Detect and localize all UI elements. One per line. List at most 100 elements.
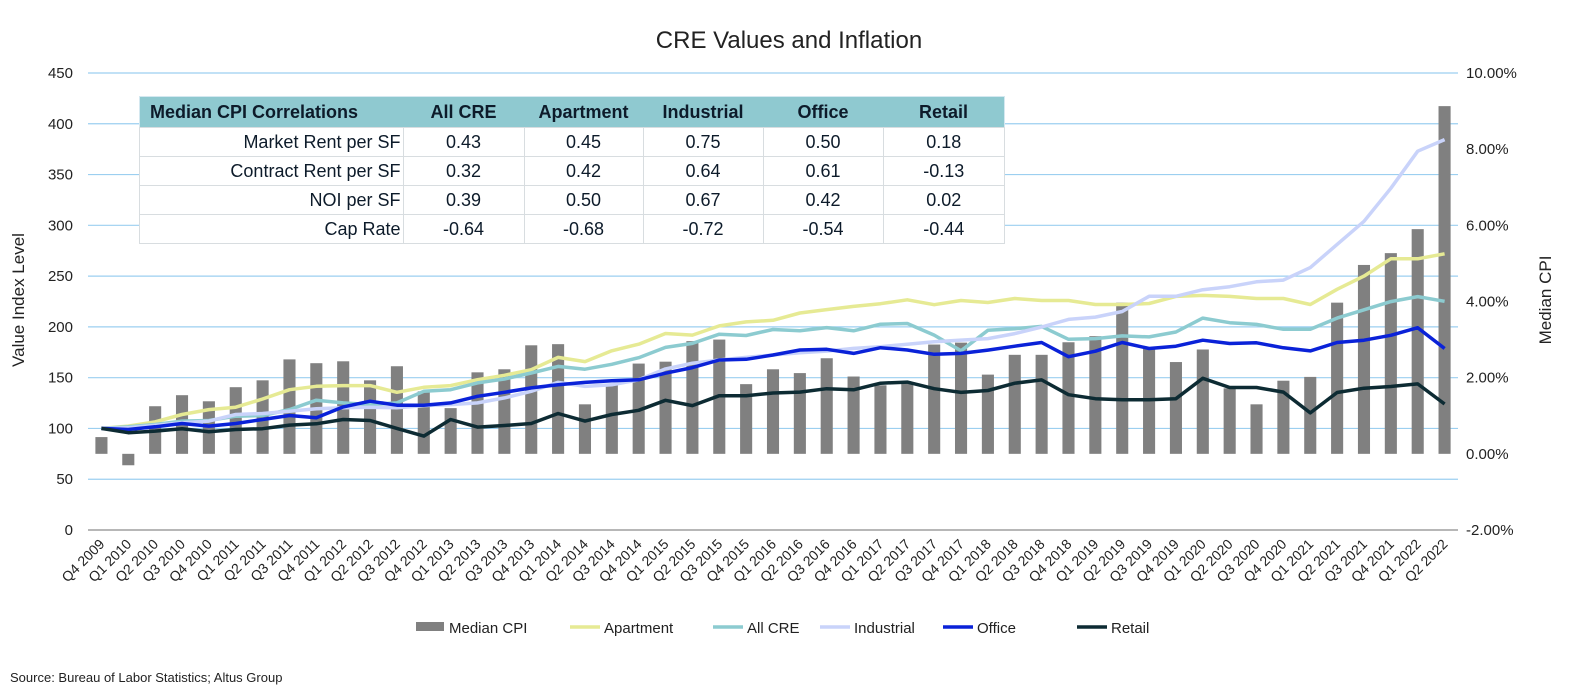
y2-tick-label: 4.00%	[1466, 294, 1509, 311]
correlation-value: -0.68	[523, 214, 644, 244]
cpi-bar	[820, 358, 833, 454]
correlation-value: 0.42	[523, 156, 644, 186]
correlation-value: 0.02	[882, 185, 1005, 215]
y-tick-label: 250	[48, 268, 73, 285]
row-label: Market Rent per SF	[139, 127, 404, 157]
legend-label: Retail	[1111, 620, 1149, 637]
cpi-bar	[874, 385, 887, 454]
series-line-retail	[101, 376, 1446, 438]
legend-item: Median CPI	[416, 620, 527, 637]
correlation-value: 0.61	[762, 156, 884, 186]
y-axis-title: Value Index Level	[9, 233, 28, 367]
cpi-bar	[1008, 354, 1021, 454]
cpi-bar	[1089, 336, 1102, 454]
cpi-bar	[283, 359, 296, 454]
legend-label: All CRE	[747, 620, 800, 637]
y2-tick-label: 8.00%	[1466, 141, 1509, 158]
correlation-value: -0.54	[762, 214, 884, 244]
legend-item: Industrial	[820, 620, 915, 637]
table-row: Market Rent per SF 0.43 0.45 0.75 0.50 0.18	[139, 127, 1005, 157]
cpi-bar	[390, 366, 403, 454]
table-row: NOI per SF 0.39 0.50 0.67 0.42 0.02	[139, 185, 1005, 215]
cpi-bar	[928, 344, 941, 454]
y-tick-label: 100	[48, 420, 73, 437]
y2-tick-label: 2.00%	[1466, 370, 1509, 387]
cpi-bar	[1304, 376, 1317, 454]
correlation-value: 0.45	[523, 127, 644, 157]
y-tick-label: 150	[48, 370, 73, 387]
y2-axis-title: Median CPI	[1536, 256, 1555, 345]
series-line-office	[101, 325, 1446, 432]
y-tick-label: 300	[48, 217, 73, 234]
correlation-value: 0.42	[762, 185, 884, 215]
table-row: Cap Rate -0.64 -0.68 -0.72 -0.54 -0.44	[139, 214, 1005, 244]
row-label: Contract Rent per SF	[139, 156, 404, 186]
y2-tick-label: -2.00%	[1466, 522, 1514, 539]
table-row: Contract Rent per SF 0.32 0.42 0.64 0.61 -0.1…	[139, 156, 1005, 186]
legend-item: Office	[943, 620, 1016, 637]
cpi-bar	[1196, 349, 1209, 454]
cpi-bar	[1277, 380, 1290, 454]
series-line-all-cre	[101, 294, 1445, 431]
correlation-value: 0.64	[642, 156, 764, 186]
cpi-bar	[847, 376, 860, 454]
cpi-bar	[444, 408, 457, 454]
table-header-cell: All CRE	[403, 96, 524, 128]
y-tick-label: 200	[48, 319, 73, 336]
legend-label: Median CPI	[449, 620, 527, 637]
cpi-bar	[1223, 388, 1236, 454]
y-tick-label: 450	[48, 65, 73, 82]
correlation-value: 0.50	[523, 185, 644, 215]
cpi-bar	[686, 341, 699, 454]
cpi-bar	[954, 342, 968, 454]
cpi-bar	[1035, 354, 1048, 454]
correlation-value: 0.50	[762, 127, 884, 157]
cpi-bar	[1438, 106, 1451, 454]
cpi-bar	[1411, 229, 1424, 454]
cpi-bar	[552, 344, 565, 454]
row-label: Cap Rate	[139, 214, 404, 244]
cpi-bar	[525, 345, 538, 454]
y2-tick-label: 10.00%	[1466, 65, 1517, 82]
cpi-bar	[766, 369, 780, 454]
cpi-bar	[605, 384, 618, 454]
y-tick-label: 0	[65, 522, 73, 539]
cpi-bar	[1116, 302, 1129, 454]
y2-tick-label: 6.00%	[1466, 217, 1509, 234]
correlation-value: -0.64	[402, 214, 525, 244]
y2-tick-label: 0.00%	[1466, 446, 1509, 463]
cpi-bar	[498, 369, 511, 454]
legend-label: Industrial	[854, 620, 915, 637]
cpi-bar	[95, 437, 108, 454]
table-header-cell: Office	[763, 96, 883, 128]
legend-item: All CRE	[713, 620, 800, 637]
correlation-value: 0.75	[642, 127, 764, 157]
correlation-value: -0.13	[882, 156, 1005, 186]
cpi-bar	[1062, 342, 1075, 454]
cpi-bar	[1357, 264, 1371, 454]
cpi-bar	[1384, 253, 1397, 454]
correlation-value: -0.72	[642, 214, 764, 244]
table-header-cell: Median CPI Correlations	[139, 96, 403, 128]
cpi-bar	[229, 387, 242, 454]
correlation-value: 0.43	[402, 127, 525, 157]
cpi-bar	[122, 453, 135, 466]
correlation-table: Median CPI Correlations All CRE Apartment I…	[139, 96, 1005, 244]
cpi-bar	[1331, 302, 1344, 454]
cpi-bar	[364, 380, 377, 454]
y-tick-label: 350	[48, 167, 73, 184]
cpi-bar	[1250, 404, 1263, 454]
legend-item: Retail	[1077, 620, 1149, 637]
cpi-bar	[417, 391, 430, 454]
cpi-bar	[659, 361, 672, 454]
series-line-apartment	[101, 252, 1445, 431]
cpi-bar	[981, 374, 994, 454]
table-header-cell: Industrial	[643, 96, 763, 128]
cpi-bar	[740, 384, 753, 454]
source-note: Source: Bureau of Labor Statistics; Altu…	[10, 670, 282, 685]
legend-item: Apartment	[570, 620, 674, 637]
cpi-bar	[471, 372, 484, 454]
cpi-bar	[793, 373, 806, 454]
